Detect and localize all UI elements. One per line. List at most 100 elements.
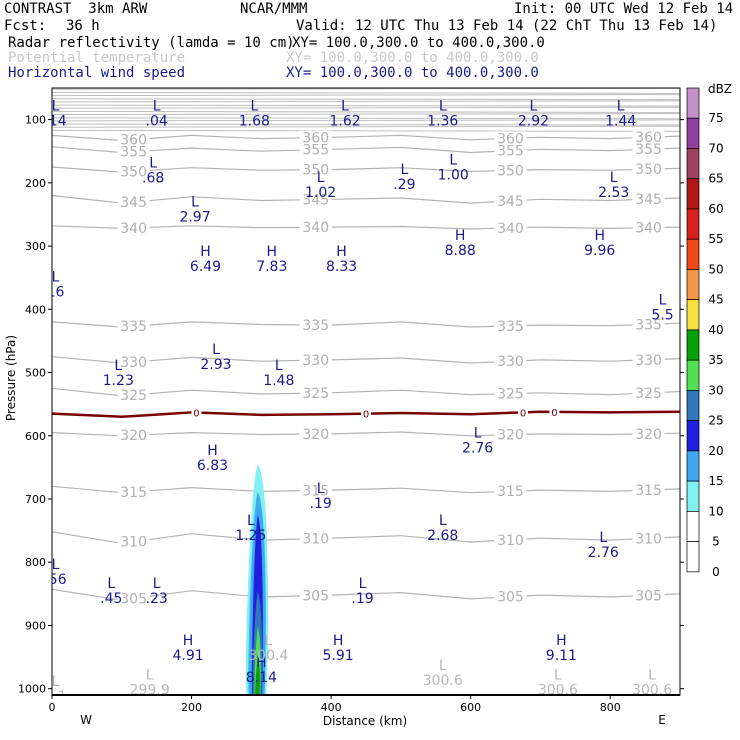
wind-extremum-value: 9.96	[584, 243, 615, 259]
colorbar-level-label: 75	[708, 111, 723, 125]
colorbar-level-label: 20	[708, 444, 723, 458]
theta-contour-310	[52, 531, 680, 544]
colorbar-swatch	[686, 329, 700, 361]
theta-upper-band-line	[52, 129, 680, 132]
theta-label-bg	[494, 318, 527, 332]
freezing-label-bg	[518, 407, 528, 418]
wind-extremum-value: .29	[393, 177, 415, 193]
theta-upper-band-line	[52, 106, 680, 109]
colorbar-level-label: 35	[708, 353, 723, 367]
theta-label-335: 335	[497, 319, 524, 335]
wind-extremum-type: L	[317, 481, 325, 497]
colorbar-swatch	[686, 511, 700, 542]
theta-contour-340	[52, 225, 680, 230]
wind-extremum-value: 2.93	[200, 357, 231, 373]
theta-label-310: 310	[497, 533, 524, 549]
y-tick-label: 500	[25, 367, 46, 380]
wind-extremum-type: L	[341, 99, 349, 115]
theta-label-355: 355	[120, 145, 147, 161]
wind-extremum-type: L	[107, 576, 115, 592]
wind-extremum-type: L	[659, 293, 667, 309]
theta-label-340: 340	[120, 221, 147, 237]
theta-label-bg	[117, 319, 150, 333]
wind-extremum-value: 7.83	[256, 259, 287, 275]
theta-contour-335	[52, 321, 680, 328]
theta-label-bg	[632, 220, 665, 234]
theta-label-bg	[632, 531, 665, 545]
colorbar-swatch	[686, 480, 700, 512]
wind-extremum-value: .68	[142, 171, 164, 187]
theta-label-bg	[632, 352, 665, 366]
wind-extremum-type: H	[200, 244, 211, 260]
wind-extremum-type: H	[556, 633, 567, 649]
theta-upper-band-line	[52, 119, 680, 122]
plot-frame	[51, 87, 681, 696]
wind-extremum-type: L	[250, 99, 258, 115]
wind-extremum-type: H	[267, 244, 278, 260]
theta-contour-350	[52, 166, 680, 173]
theta-upper-band-line	[52, 98, 680, 101]
freezing-label-bg	[191, 407, 202, 418]
wind-extremum-value: 1.36	[427, 114, 458, 130]
theta-upper-band-line	[52, 94, 680, 97]
colorbar-level-label: 70	[708, 141, 723, 155]
colorbar-swatch	[686, 148, 700, 180]
x-tick-label: 200	[181, 701, 202, 714]
y-tick-label: 100	[25, 114, 46, 127]
wind-extremum-type: H	[336, 244, 347, 260]
field-xy-wind: XY= 100.0,300.0 to 400.0,300.0	[286, 65, 539, 81]
theta-label-345: 345	[120, 195, 147, 211]
theta-label-bg	[632, 588, 665, 602]
x-tick-label: 400	[321, 701, 342, 714]
theta-upper-band-line	[52, 117, 680, 120]
theta-label-340: 340	[302, 220, 329, 236]
wind-extremum-type: L	[439, 513, 447, 529]
wind-extremum-type: L	[153, 576, 161, 592]
theta-upper-band-line	[52, 104, 680, 107]
wind-extremum-value: 8.14	[246, 670, 277, 686]
theta-label-335: 335	[302, 318, 329, 334]
theta-label-310: 310	[302, 532, 329, 548]
theta-extremum-type: L	[264, 633, 272, 649]
theta-label-bg	[117, 164, 150, 178]
theta-label-bg	[494, 427, 527, 441]
theta-label-bg	[117, 428, 150, 442]
theta-contour-360	[52, 134, 680, 142]
theta-label-360: 360	[635, 130, 662, 146]
theta-label-bg	[494, 386, 527, 400]
wind-extremum-type: H	[455, 228, 466, 244]
header-model: CONTRAST 3km ARW	[4, 1, 148, 17]
theta-extremum-value: 300.6	[632, 683, 672, 699]
theta-upper-band-line	[52, 91, 680, 94]
theta-extremum-value: 6.1	[44, 689, 66, 705]
theta-label-bg	[632, 385, 665, 399]
theta-label-305: 305	[497, 590, 524, 606]
theta-label-bg	[632, 142, 665, 156]
wind-extremum-value: 16	[47, 284, 65, 300]
wind-extremum-value: 2.97	[179, 210, 210, 226]
theta-label-bg	[494, 193, 527, 207]
theta-label-350: 350	[120, 164, 147, 180]
theta-label-bg	[299, 192, 332, 206]
theta-label-330: 330	[302, 353, 329, 369]
theta-label-bg	[632, 192, 665, 206]
wind-extremum-type: L	[191, 195, 199, 211]
theta-label-325: 325	[302, 386, 329, 402]
west-label: W	[80, 713, 92, 727]
wind-extremum-value: 8.88	[445, 243, 476, 259]
theta-label-360: 360	[302, 131, 329, 147]
theta-label-bg	[117, 355, 150, 369]
theta-extremum-type: L	[648, 668, 656, 684]
wind-extremum-type: L	[599, 530, 607, 546]
wind-extremum-type: L	[400, 162, 408, 178]
wind-extremum-type: L	[439, 99, 447, 115]
theta-label-335: 335	[635, 317, 662, 333]
theta-label-bg	[117, 220, 150, 234]
field-xy-theta: XY= 100.0,300.0 to 400.0,300.0	[286, 50, 539, 66]
colorbar-level-label: 55	[708, 232, 723, 246]
theta-label-345: 345	[302, 193, 329, 209]
theta-label-bg	[117, 132, 150, 146]
freezing-level-label: 0	[363, 410, 369, 421]
wind-extremum-value: 1.25	[235, 528, 266, 544]
